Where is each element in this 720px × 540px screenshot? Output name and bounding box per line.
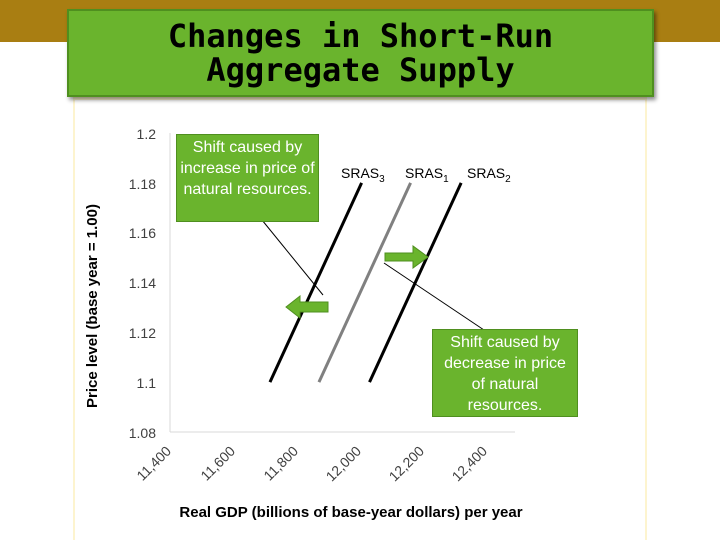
y-axis-label: Price level (base year = 1.00): [84, 204, 101, 408]
x-tick-label: 11,600: [197, 443, 238, 484]
series-layer: [268, 182, 463, 383]
sras-1-line: [317, 182, 412, 383]
x-tick-label: 12,400: [449, 443, 491, 485]
x-tick-label: 11,400: [133, 443, 174, 484]
axes: [169, 133, 515, 433]
y-tick-label: 1.08: [129, 425, 156, 441]
y-tick-label: 1.14: [129, 275, 156, 291]
title-line-1: Changes in Short-Run: [167, 17, 554, 55]
right-arrow-shape: [384, 245, 429, 269]
title-box: Changes in Short-Run Aggregate Supply: [67, 9, 654, 97]
sras-2-line: [368, 182, 463, 383]
y-tick-label: 1.1: [137, 375, 157, 391]
y-tick-label: 1.18: [129, 176, 156, 192]
left-arrow-shape: [285, 294, 329, 320]
x-tick-label: 12,000: [323, 443, 365, 485]
leader-line-left: [261, 219, 324, 296]
x-axis-label: Real GDP (billions of base-year dollars)…: [179, 504, 522, 521]
y-tick-label: 1.16: [129, 225, 156, 241]
shift-arrow-right: [384, 245, 429, 269]
y-tick-label: 1.2: [137, 126, 157, 142]
title-line-2: Aggregate Supply: [206, 51, 515, 89]
leader-line-right: [383, 262, 485, 331]
sras-3-line: [268, 182, 363, 383]
annotation-increase: Shift caused by increase in price of nat…: [176, 134, 319, 222]
slide-title: Changes in Short-Run Aggregate Supply: [141, 19, 581, 87]
shift-arrow-left: [285, 294, 329, 320]
x-ticks: 11,400 11,600 11,800 12,000 12,200 12,40…: [133, 443, 490, 485]
sras-label-3: SRAS3: [341, 165, 385, 185]
y-ticks: 1.2 1.18 1.16 1.14 1.12 1.1 1.08: [129, 126, 156, 441]
annotation-decrease: Shift caused by decrease in price of nat…: [432, 329, 578, 417]
y-tick-label: 1.12: [129, 325, 156, 341]
x-tick-label: 12,200: [386, 443, 428, 485]
x-tick-label: 11,800: [260, 443, 301, 484]
sras-labels: SRAS3 SRAS1 SRAS2: [341, 165, 511, 185]
sras-label-2: SRAS2: [467, 165, 511, 185]
leader-lines: [261, 219, 485, 331]
sras-label-1: SRAS1: [405, 165, 449, 185]
